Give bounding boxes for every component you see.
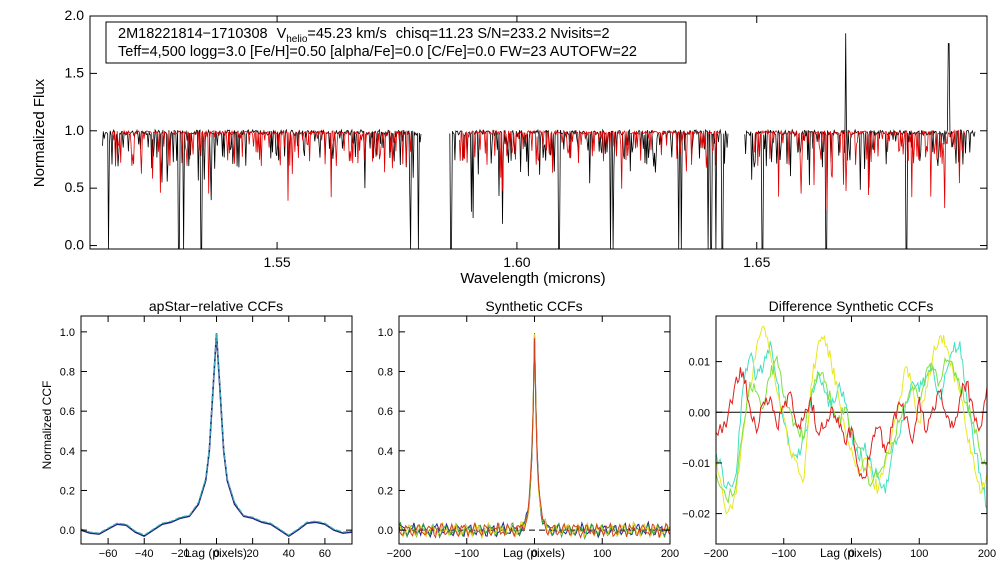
- x-tick-label: 100: [593, 548, 611, 560]
- y-tick-label: 0.2: [378, 485, 393, 497]
- x-tick-label: 100: [910, 548, 928, 560]
- x-tick-label: 0: [848, 548, 854, 560]
- y-tick-label: 1.0: [65, 122, 85, 138]
- diff-ccf-line-green: [715, 354, 988, 505]
- apstar-ccf-line-2: [80, 333, 353, 536]
- apstar-ccf-x-axis-label: Lag (pixels): [185, 546, 247, 560]
- spectrum-x-axis-label: Wavelength (microns): [460, 270, 605, 287]
- diff-ccf-series-group: [715, 325, 988, 515]
- x-tick-label: −20: [171, 548, 190, 560]
- y-tick-label: 1.0: [60, 327, 75, 339]
- y-tick-label: 2.0: [65, 7, 85, 23]
- y-tick-label: 0.4: [60, 446, 75, 458]
- apstar-ccf-frame: [80, 315, 353, 545]
- spectrum-info-box: [105, 21, 687, 64]
- y-tick-label: 0.6: [378, 406, 393, 418]
- y-tick-label: 1.0: [378, 327, 393, 339]
- y-tick-label: 0.6: [60, 406, 75, 418]
- x-tick-label: 200: [978, 548, 996, 560]
- y-tick-label: 1.5: [65, 64, 85, 80]
- apstar-ccf-series-group: [80, 333, 353, 537]
- x-tick-label: 40: [283, 548, 295, 560]
- x-tick-label: 20: [247, 548, 259, 560]
- spectrum-frame: [89, 15, 988, 250]
- info-stats: chisq=11.23 S/N=233.2 Nvisits=2: [396, 26, 610, 42]
- synthetic-ccf-x-axis-label: Lag (pixels): [503, 546, 565, 560]
- x-tick-label: 60: [319, 548, 331, 560]
- synthetic-ccf-panel: Synthetic CCFs −200 −100 0 100 200 0.0 0.2 0.4 0…: [378, 298, 679, 560]
- synthetic-ccf-line-visit-4: [398, 338, 671, 539]
- x-tick-label: −60: [99, 548, 118, 560]
- apstar-ccf-y-axis-label: Normalized CCF: [40, 381, 54, 470]
- x-tick-label: 1.55: [263, 254, 290, 270]
- spectrum-y-axis-label: Normalized Flux: [31, 78, 48, 187]
- spectrum-panel: 1.55 1.60 1.65 0.0 0.5 1.0 1.5 2.0 Wavelength (…: [31, 7, 988, 287]
- v-helio-prefix: V: [277, 26, 287, 42]
- diff-ccf-x-axis-label: Lag (pixels): [820, 546, 882, 560]
- y-tick-label: 0.4: [378, 446, 393, 458]
- spectrum-info-line-1: 2M18221814−1710308 Vhelio=45.23 km/s chisq…: [118, 26, 610, 45]
- apstar-ccf-title: apStar−relative CCFs: [149, 298, 283, 314]
- x-tick-label: 0: [531, 548, 537, 560]
- y-tick-label: 0.01: [689, 357, 710, 369]
- v-helio-subscript: helio: [286, 34, 308, 45]
- v-helio-value: =45.23 km/s: [307, 26, 386, 42]
- y-tick-label: 0.5: [65, 179, 85, 195]
- y-tick-label: 0.8: [60, 367, 75, 379]
- y-tick-label: −0.02: [682, 509, 710, 521]
- diff-ccf-title: Difference Synthetic CCFs: [769, 298, 934, 314]
- star-id: 2M18221814−1710308: [118, 26, 268, 42]
- synthetic-ccf-line-visit-3: [398, 334, 671, 540]
- y-tick-label: −0.01: [682, 458, 710, 470]
- synthetic-ccf-series-group: [398, 332, 671, 540]
- spectrum-series-group: [102, 33, 976, 250]
- spectrum-line-model: [111, 129, 966, 211]
- synthetic-ccf-title: Synthetic CCFs: [485, 298, 582, 314]
- y-tick-label: 0.00: [689, 407, 710, 419]
- spectrum-ticks: 1.55 1.60 1.65 0.0 0.5 1.0 1.5 2.0: [65, 7, 987, 270]
- apstar-ccf-line-1: [80, 333, 353, 537]
- y-tick-label: 0.2: [60, 485, 75, 497]
- x-tick-label: −40: [135, 548, 154, 560]
- x-tick-label: −200: [704, 548, 729, 560]
- spectrum-info-line-2: Teff=4,500 logg=3.0 [Fe/H]=0.50 [alpha/F…: [118, 44, 637, 60]
- y-tick-label: 0.0: [65, 237, 85, 253]
- synthetic-ccf-ticks: −200 −100 0 100 200 0.0 0.2 0.4 0.6 0.8 1.0: [378, 316, 679, 560]
- x-tick-label: 1.65: [743, 254, 770, 270]
- diff-ccf-line-cyan: [715, 341, 988, 509]
- diff-ccf-panel: Difference Synthetic CCFs −200 −100 0 100 20…: [682, 298, 996, 560]
- x-tick-label: 200: [661, 548, 679, 560]
- y-tick-label: 0.0: [60, 525, 75, 537]
- diff-ccf-ticks: −200 −100 0 100 200 −0.02 −0.01 0.00 0.01: [682, 316, 996, 560]
- x-tick-label: 1.60: [503, 254, 530, 270]
- y-tick-label: 0.0: [378, 525, 393, 537]
- diff-ccf-line-red: [715, 367, 988, 480]
- synthetic-ccf-line-visit-2: [398, 332, 671, 540]
- x-tick-label: 0: [213, 548, 219, 560]
- apstar-ccf-panel: apStar−relative CCFs −60 −40 −20 0 20 40 60 0.0…: [40, 298, 353, 560]
- diff-ccf-line-yellow: [715, 325, 988, 515]
- y-tick-label: 0.8: [378, 367, 393, 379]
- x-tick-label: −100: [454, 548, 479, 560]
- x-tick-label: −200: [387, 548, 412, 560]
- x-tick-label: −100: [771, 548, 796, 560]
- apstar-ccf-ticks: −60 −40 −20 0 20 40 60 0.0 0.2 0.4 0.6 0.8 1.0: [60, 316, 352, 560]
